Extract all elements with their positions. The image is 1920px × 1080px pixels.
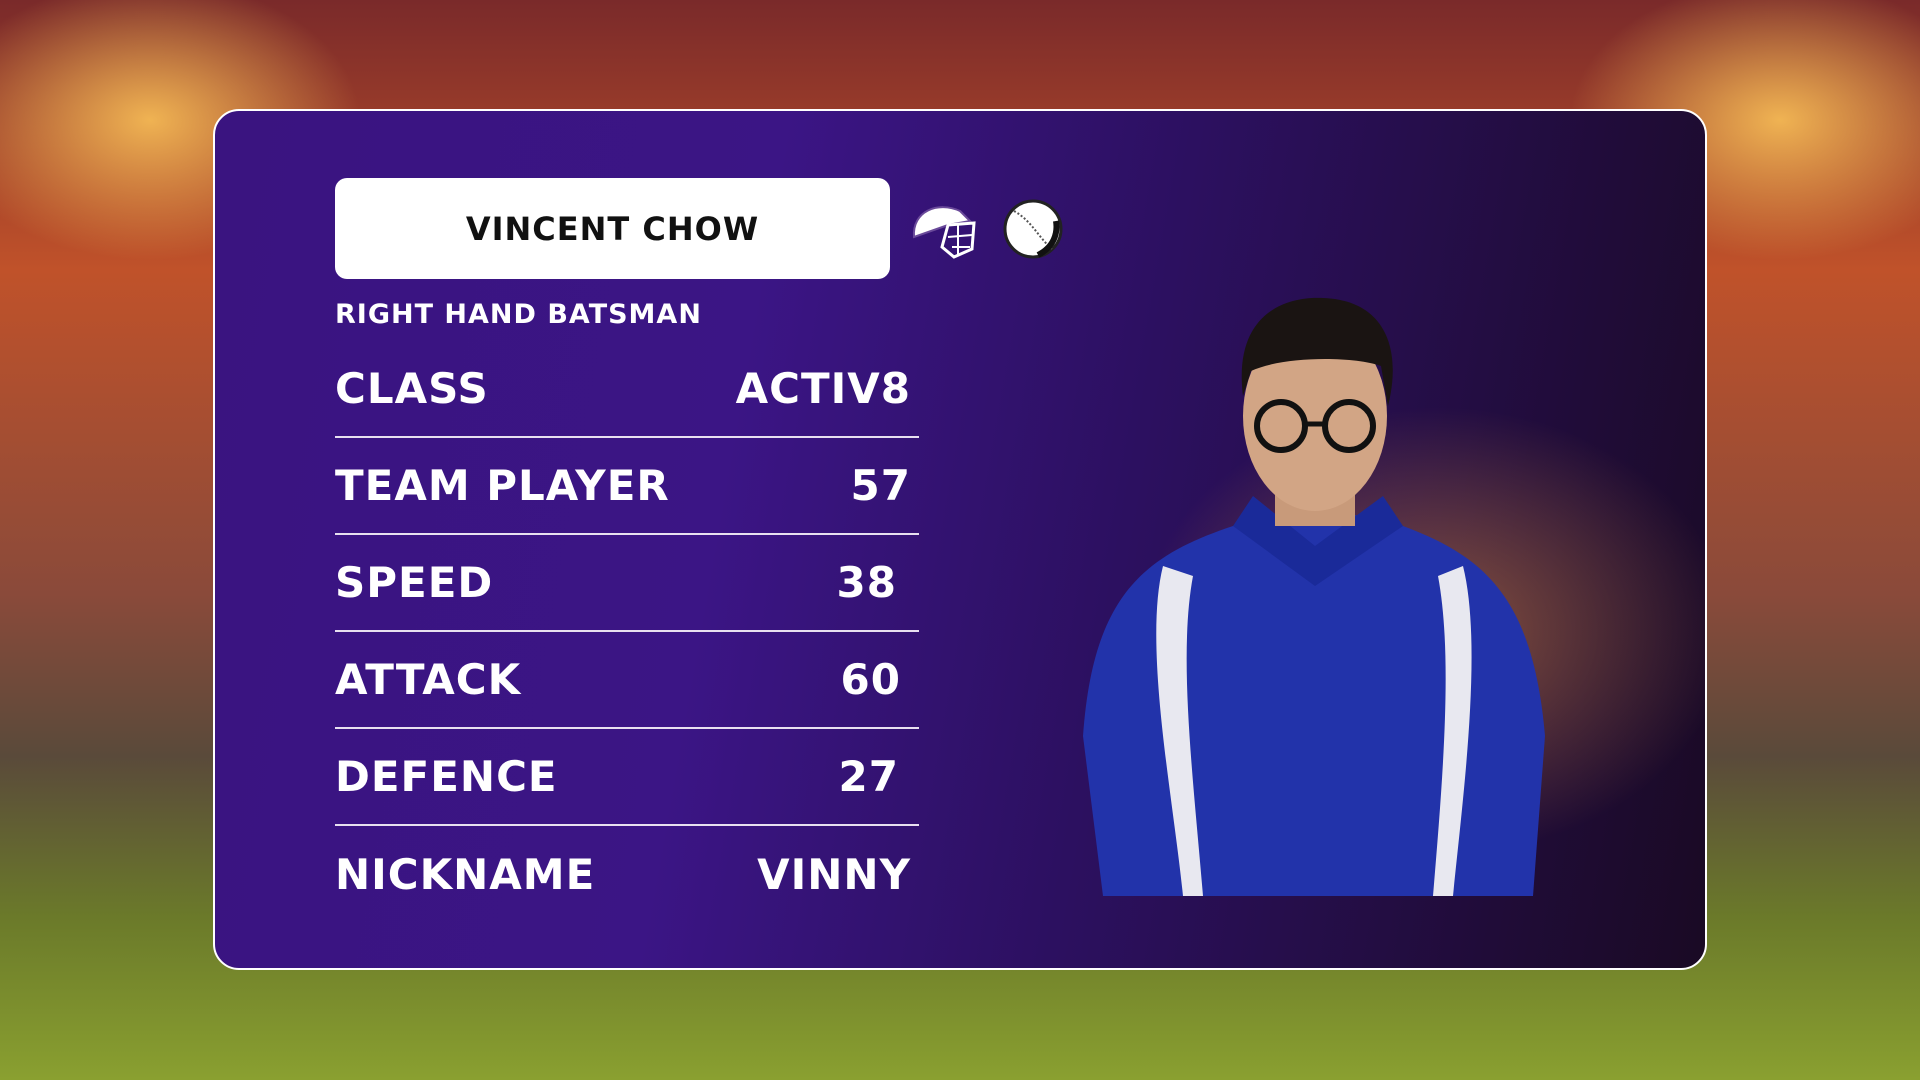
player-role: RIGHT HAND BATSMAN — [335, 299, 702, 330]
stat-row-team-player: TEAM PLAYER 57 — [335, 438, 919, 535]
player-name: VINCENT CHOW — [465, 209, 760, 248]
stat-row-attack: ATTACK 60 — [335, 632, 919, 729]
player-card: VINCENT CHOW RIGHT HAND BATSMAN CLASS ACT… — [213, 109, 1707, 970]
stat-label: DEFENCE — [335, 752, 558, 801]
stat-row-defence: DEFENCE 27 — [335, 729, 919, 826]
stat-row-nickname: NICKNAME VINNY — [335, 826, 919, 923]
stat-label: NICKNAME — [335, 850, 596, 899]
helmet-icon — [912, 206, 976, 259]
stat-row-speed: SPEED 38 — [335, 535, 919, 632]
stat-row-class: CLASS ACTIV8 — [335, 341, 919, 438]
cricket-ball-icon — [1003, 199, 1063, 259]
stat-value: VINNY — [757, 850, 911, 899]
stat-value: ACTIV8 — [735, 364, 911, 413]
player-name-box: VINCENT CHOW — [335, 178, 890, 279]
stat-value: 38 — [836, 558, 897, 607]
stat-label: ATTACK — [335, 655, 522, 704]
stat-value: 57 — [850, 461, 911, 510]
stat-label: CLASS — [335, 364, 489, 413]
stat-label: SPEED — [335, 558, 494, 607]
stat-label: TEAM PLAYER — [335, 461, 670, 510]
player-photo — [1083, 297, 1545, 896]
stat-value: 60 — [840, 655, 901, 704]
stat-value: 27 — [838, 752, 899, 801]
